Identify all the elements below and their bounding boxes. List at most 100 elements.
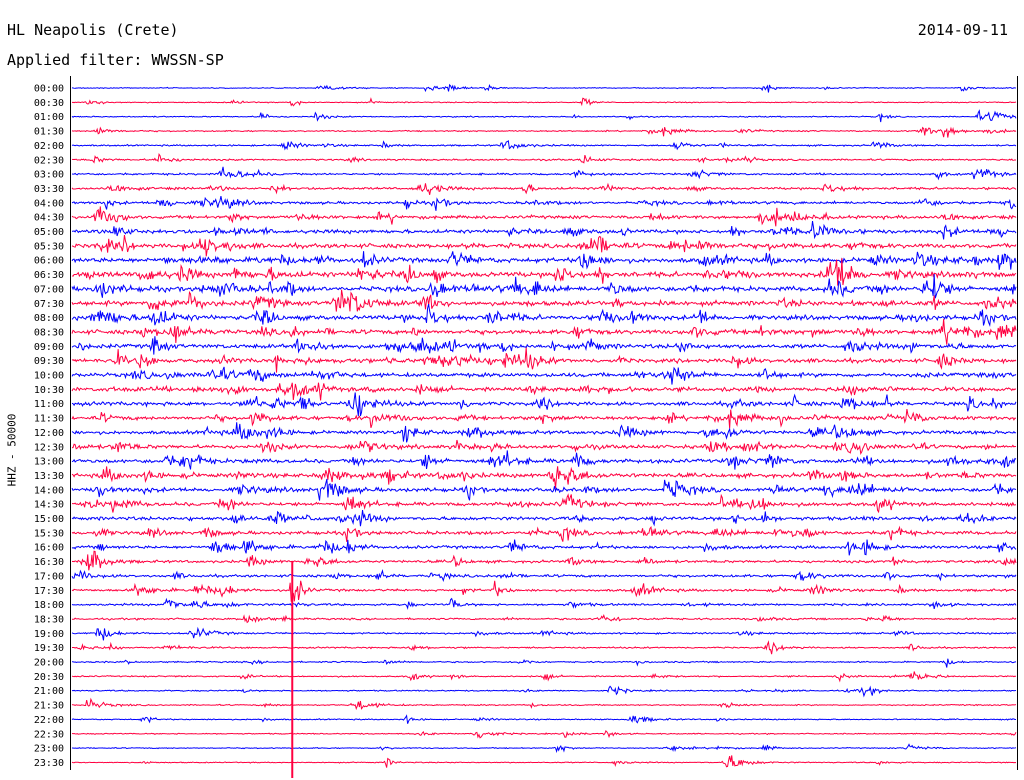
row-time-label: 23:00 <box>34 744 64 755</box>
row-time-label: 20:30 <box>34 672 64 683</box>
row-time-label: 15:00 <box>34 514 64 525</box>
seismic-trace-row <box>71 318 1017 345</box>
row-time-label: 05:00 <box>34 227 64 238</box>
seismic-trace-row <box>71 626 1017 641</box>
row-time-label: 19:00 <box>34 629 64 640</box>
seismic-trace-row <box>71 450 1017 470</box>
row-time-label: 02:30 <box>34 155 64 166</box>
date-label: 2014-09-11 <box>917 21 1008 39</box>
row-time-label: 05:30 <box>34 241 64 252</box>
row-time-label: 22:00 <box>34 715 64 726</box>
seismic-trace-row <box>71 303 1017 327</box>
seismic-trace-row <box>71 234 1017 257</box>
row-time-label: 15:30 <box>34 528 64 539</box>
seismic-trace-row <box>71 196 1017 211</box>
seismic-trace-row <box>71 755 1017 768</box>
seismic-trace-row <box>71 166 1017 181</box>
row-time-label: 16:00 <box>34 543 64 554</box>
row-time-label: 14:30 <box>34 500 64 511</box>
seismic-trace-row <box>71 597 1017 610</box>
row-time-label: 00:00 <box>34 84 64 95</box>
row-time-label: 23:30 <box>34 758 64 769</box>
row-time-label: 03:30 <box>34 184 64 195</box>
row-time-label: 11:30 <box>34 414 64 425</box>
trace-group <box>71 83 1017 778</box>
seismic-trace-row <box>71 525 1017 542</box>
seismic-trace-row <box>71 152 1017 164</box>
seismic-trace-row <box>71 206 1017 227</box>
seismic-trace-row <box>71 509 1017 527</box>
row-time-label: 10:30 <box>34 385 64 396</box>
seismic-trace-row <box>71 658 1017 668</box>
row-time-label: 16:30 <box>34 557 64 568</box>
seismic-trace-row <box>71 539 1017 556</box>
seismic-trace-row <box>71 714 1017 724</box>
row-time-label: 14:00 <box>34 485 64 496</box>
row-time-label: 02:00 <box>34 141 64 152</box>
seismic-trace-row <box>71 550 1017 571</box>
seismic-trace-row <box>71 83 1017 93</box>
row-time-label: 04:30 <box>34 213 64 224</box>
row-time-label: 04:00 <box>34 198 64 209</box>
row-time-label: 17:00 <box>34 571 64 582</box>
seismic-trace-row <box>71 182 1017 195</box>
row-label-group: 00:00 00:30 01:00 01:30 02:00 02:30 03:00 03:30… <box>34 84 64 769</box>
row-time-label: 18:30 <box>34 614 64 625</box>
row-time-label: 09:00 <box>34 342 64 353</box>
seismic-trace-row <box>71 493 1017 514</box>
filter-label: Applied filter: WWSSN-SP <box>7 51 224 69</box>
seismic-trace-row <box>72 640 1017 655</box>
row-time-label: 11:00 <box>34 399 64 410</box>
row-time-label: 21:00 <box>34 686 64 697</box>
station-title: HL Neapolis (Crete) <box>7 21 179 39</box>
row-time-label: 13:00 <box>34 457 64 468</box>
row-time-label: 20:00 <box>34 658 64 669</box>
row-time-label: 08:00 <box>34 313 64 324</box>
row-time-label: 13:30 <box>34 471 64 482</box>
seismic-trace-row <box>71 126 1017 138</box>
seismic-trace-row <box>71 697 1017 711</box>
row-time-label: 19:30 <box>34 643 64 654</box>
seismic-trace-row <box>71 409 1017 429</box>
seismic-trace-row <box>71 97 1017 107</box>
seismic-trace-row <box>71 422 1017 443</box>
seismic-trace-row <box>71 392 1017 417</box>
row-time-label: 22:30 <box>34 729 64 740</box>
row-time-label: 07:00 <box>34 284 64 295</box>
row-time-label: 09:30 <box>34 356 64 367</box>
seismic-trace-row <box>71 221 1017 240</box>
row-time-label: 07:30 <box>34 299 64 310</box>
seismic-trace-row <box>71 347 1017 373</box>
row-time-label: 18:00 <box>34 600 64 611</box>
row-time-label: 08:30 <box>34 327 64 338</box>
row-time-label: 21:30 <box>34 701 64 712</box>
row-time-label: 06:00 <box>34 256 64 267</box>
row-time-label: 01:30 <box>34 127 64 138</box>
row-time-label: 01:00 <box>34 112 64 123</box>
seismic-trace-row <box>71 273 1017 299</box>
row-time-label: 00:30 <box>34 98 64 109</box>
seismic-trace-row <box>71 289 1017 312</box>
seismic-trace-row <box>71 729 1017 739</box>
seismic-trace-row <box>71 109 1017 123</box>
row-time-label: 12:30 <box>34 442 64 453</box>
seismic-trace-row <box>71 257 1017 286</box>
seismic-trace-row <box>71 439 1017 455</box>
seismic-trace-row <box>71 580 1017 602</box>
seismic-trace-row <box>71 743 1017 754</box>
seismic-trace-row <box>71 251 1017 270</box>
seismic-trace-row <box>71 478 1017 501</box>
row-time-label: 12:00 <box>34 428 64 439</box>
row-time-label: 10:00 <box>34 371 64 382</box>
seismic-trace-row <box>71 568 1017 582</box>
seismic-trace-row <box>71 366 1017 385</box>
seismic-trace-row <box>71 466 1017 489</box>
seismic-trace-row <box>71 671 1017 683</box>
seismic-trace-row <box>71 613 1017 624</box>
row-time-label: 17:30 <box>34 586 64 597</box>
seismic-trace-row <box>71 336 1017 355</box>
row-time-label: 03:00 <box>34 170 64 181</box>
row-time-label: 06:30 <box>34 270 64 281</box>
seismic-trace-row <box>71 382 1017 401</box>
